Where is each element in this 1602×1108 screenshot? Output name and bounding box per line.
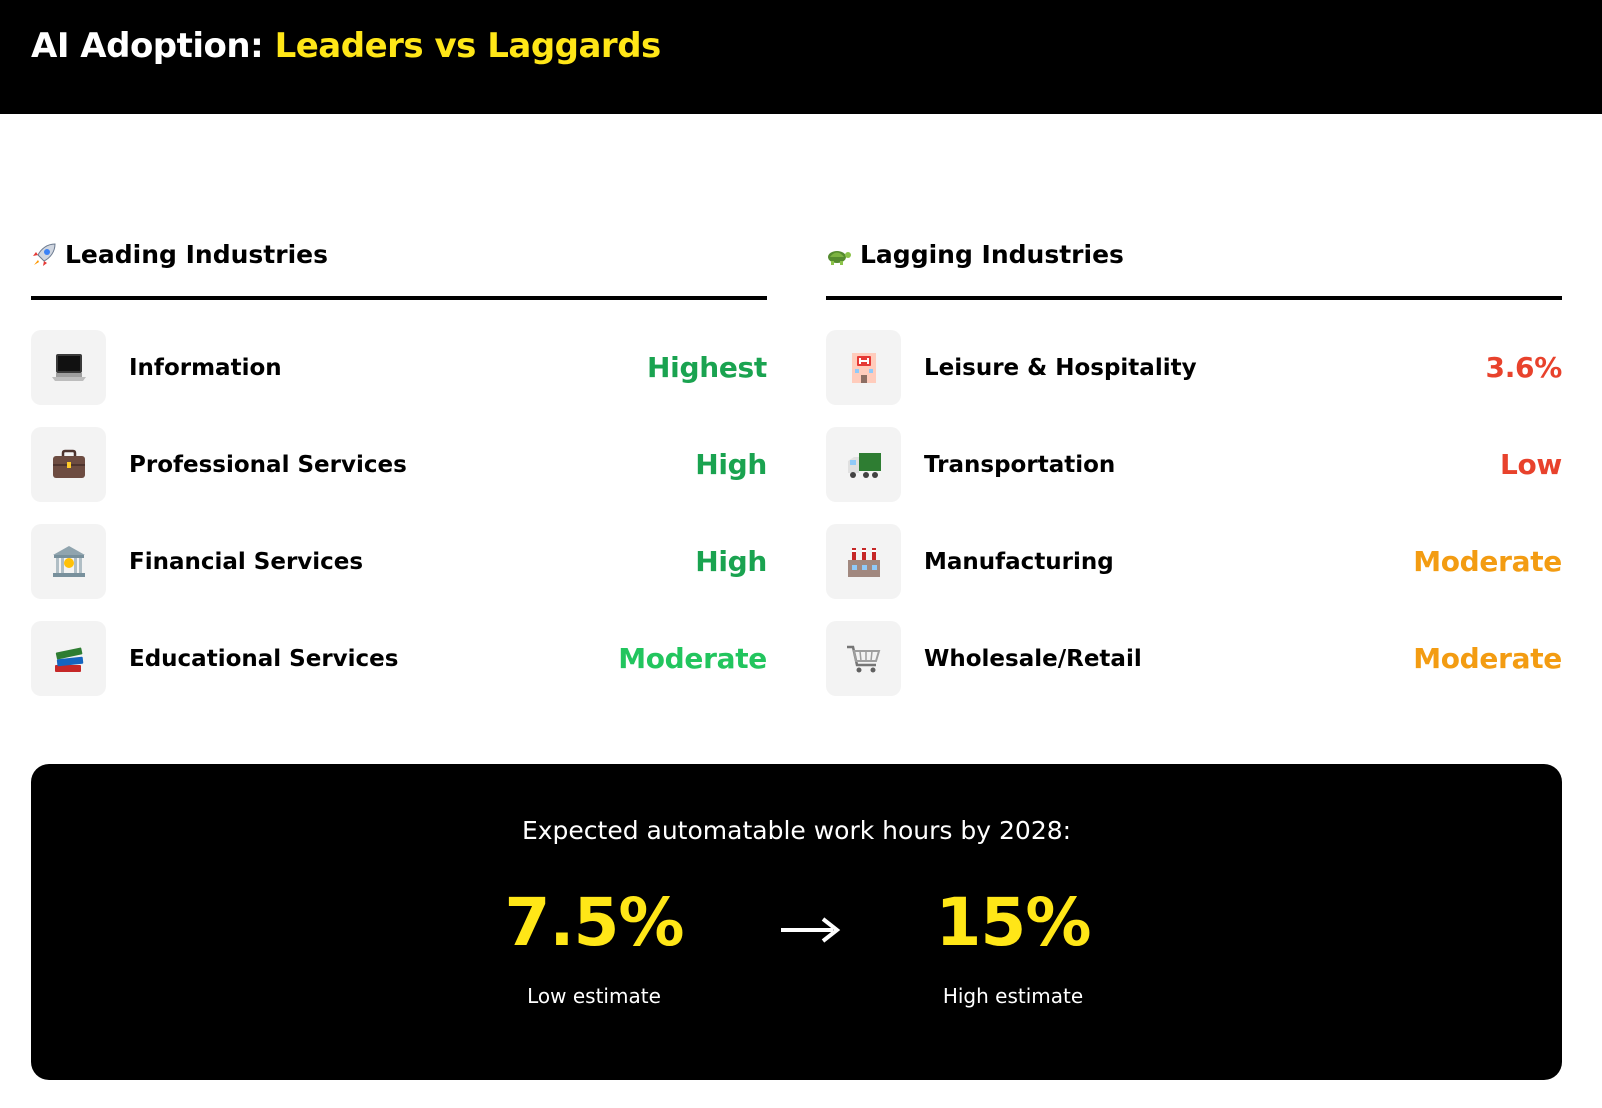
title-highlight: Leaders vs Laggards [274,26,662,66]
list-item: Professional Services High [31,427,767,502]
lagging-industries-panel: Lagging Industries Leisure & Hospitality… [826,236,1562,718]
list-item: Information Highest [31,330,767,405]
rocket-icon [31,242,57,268]
laptop-icon [31,330,106,405]
adoption-value: 3.6% [1485,351,1563,384]
briefcase-icon [31,427,106,502]
page-title: AI Adoption: Leaders vs Laggards [31,24,661,68]
list-item: Leisure & Hospitality 3.6% [826,330,1562,405]
turtle-icon [826,242,852,268]
list-item: Manufacturing Moderate [826,524,1562,599]
industry-label: Information [129,354,282,381]
industry-label: Transportation [924,451,1116,478]
list-item: Financial Services High [31,524,767,599]
industry-label: Manufacturing [924,548,1114,575]
high-estimate-stat: 15% High estimate [883,882,1143,1010]
title-prefix: AI Adoption: [31,26,275,66]
leading-industries-panel: Leading Industries Information Highest [31,236,767,718]
high-estimate-label: High estimate [942,984,1084,1008]
industry-label: Educational Services [129,645,399,672]
list-item: Educational Services Moderate [31,621,767,696]
adoption-value: Moderate [618,642,767,675]
adoption-value: Moderate [1413,545,1562,578]
lagging-heading: Lagging Industries [826,236,1562,300]
adoption-value: Moderate [1413,642,1562,675]
header-bar: AI Adoption: Leaders vs Laggards [0,0,1602,114]
lagging-list: Leisure & Hospitality 3.6% Transportatio… [826,330,1562,696]
list-item: Wholesale/Retail Moderate [826,621,1562,696]
summary-card: Expected automatable work hours by 2028:… [31,764,1562,1080]
summary-caption: Expected automatable work hours by 2028: [521,816,1072,845]
leading-heading-text: Leading Industries [65,240,328,269]
bank-icon [31,524,106,599]
low-estimate-label: Low estimate [527,984,661,1008]
low-estimate-stat: 7.5% Low estimate [464,882,724,1010]
industry-label: Financial Services [129,548,364,575]
adoption-value: High [695,545,767,578]
adoption-value: Low [1499,448,1562,481]
industry-label: Leisure & Hospitality [924,354,1197,381]
arrow-right-icon [781,917,841,943]
adoption-value: Highest [647,351,767,384]
leading-heading: Leading Industries [31,236,767,300]
list-item: Transportation Low [826,427,1562,502]
industry-label: Professional Services [129,451,407,478]
adoption-value: High [695,448,767,481]
hotel-icon [826,330,901,405]
low-estimate-value: 7.5% [504,884,684,961]
leading-list: Information Highest Professional Service… [31,330,767,696]
factory-icon [826,524,901,599]
lagging-heading-text: Lagging Industries [860,240,1124,269]
shopping-cart-icon [826,621,901,696]
books-icon [31,621,106,696]
industry-label: Wholesale/Retail [924,645,1142,672]
high-estimate-value: 15% [935,884,1092,961]
truck-icon [826,427,901,502]
